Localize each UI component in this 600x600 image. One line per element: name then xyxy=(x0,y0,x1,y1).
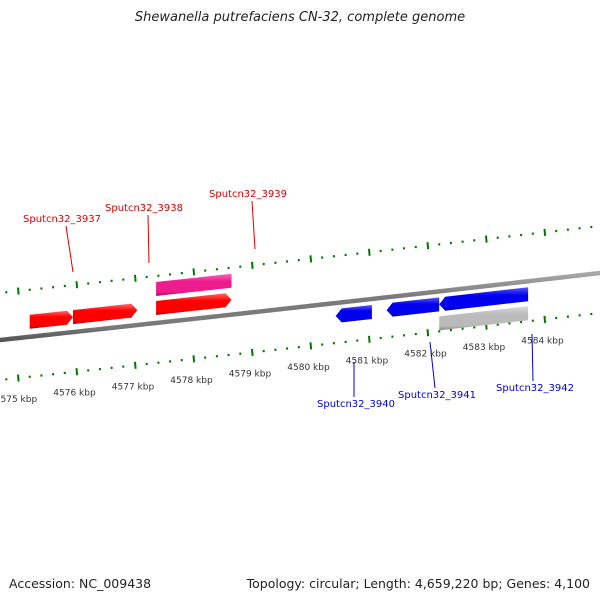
gene-label[interactable]: Sputcn32_3942 xyxy=(496,383,574,394)
scale-label: 4583 kbp xyxy=(463,343,506,353)
lower-scale-tick xyxy=(426,329,430,337)
lower-scale-tick xyxy=(192,355,196,363)
gene-label[interactable]: Sputcn32_3938 xyxy=(105,203,183,214)
genome-summary-text: Topology: circular; Length: 4,659,220 bp… xyxy=(246,576,590,591)
scale-label: 4580 kbp xyxy=(287,363,330,373)
lower-scale-tick xyxy=(543,315,547,323)
scale-label: 4584 kbp xyxy=(521,336,564,346)
accession-text: Accession: NC_009438 xyxy=(9,576,152,591)
lower-scale-tick xyxy=(75,368,79,376)
gene-sputcn32-3941[interactable] xyxy=(386,297,440,317)
upper-scale-tick xyxy=(485,235,488,243)
gene-label-leader xyxy=(531,333,534,382)
upper-scale-tick xyxy=(426,242,430,250)
gene-sputcn32-3937[interactable] xyxy=(29,310,73,329)
map-layer: 4575 kbp 4576 kbp 4577 kbp 4578 kbp 4579 kbp… xyxy=(0,189,600,410)
scale-label: 4575 kbp xyxy=(0,395,37,405)
upper-scale-tick xyxy=(17,287,20,295)
scale-label: 4579 kbp xyxy=(229,369,272,379)
gene-label-leader xyxy=(65,225,74,273)
gene-sputcn32-3940[interactable] xyxy=(335,305,372,323)
gene-label-leader xyxy=(251,200,256,250)
gene-sputcn32-3939[interactable] xyxy=(156,293,232,315)
lower-scale-tick xyxy=(251,348,254,356)
upper-scale-tick xyxy=(543,228,547,236)
scale-label: 4576 kbp xyxy=(53,389,96,399)
gene-label-leader xyxy=(147,214,150,264)
lower-scale-tick xyxy=(17,374,20,382)
lower-scale-tick xyxy=(134,361,137,369)
gene-label[interactable]: Sputcn32_3941 xyxy=(398,390,476,401)
upper-scale-tick xyxy=(134,274,137,282)
upper-scale-tick xyxy=(309,255,313,263)
gene-label[interactable]: Sputcn32_3937 xyxy=(23,214,101,225)
scale-label: 4578 kbp xyxy=(170,376,213,386)
upper-scale-tick xyxy=(192,268,196,276)
lower-scale-tick xyxy=(309,342,313,350)
gene-sputcn32-3942-feature[interactable] xyxy=(439,306,529,331)
gene-label[interactable]: Sputcn32_3940 xyxy=(317,399,395,410)
scale-label: 4581 kbp xyxy=(346,356,389,366)
scale-label: 4577 kbp xyxy=(112,382,155,392)
upper-scale-tick xyxy=(368,248,371,256)
scale-label: 4582 kbp xyxy=(404,350,447,360)
gene-sputcn32-3939-feature[interactable] xyxy=(156,273,232,296)
gene-label[interactable]: Sputcn32_3939 xyxy=(209,189,287,200)
gene-sputcn32-3942[interactable] xyxy=(439,287,529,311)
lower-scale-tick xyxy=(368,335,371,343)
upper-scale-tick xyxy=(75,281,79,289)
gene-sputcn32-3938[interactable] xyxy=(73,303,138,325)
gene-label-leader xyxy=(429,341,436,389)
upper-scale-tick xyxy=(251,261,254,269)
map-title: Shewanella putrefaciens CN-32, complete … xyxy=(134,10,466,25)
genome-backbone xyxy=(0,270,600,343)
